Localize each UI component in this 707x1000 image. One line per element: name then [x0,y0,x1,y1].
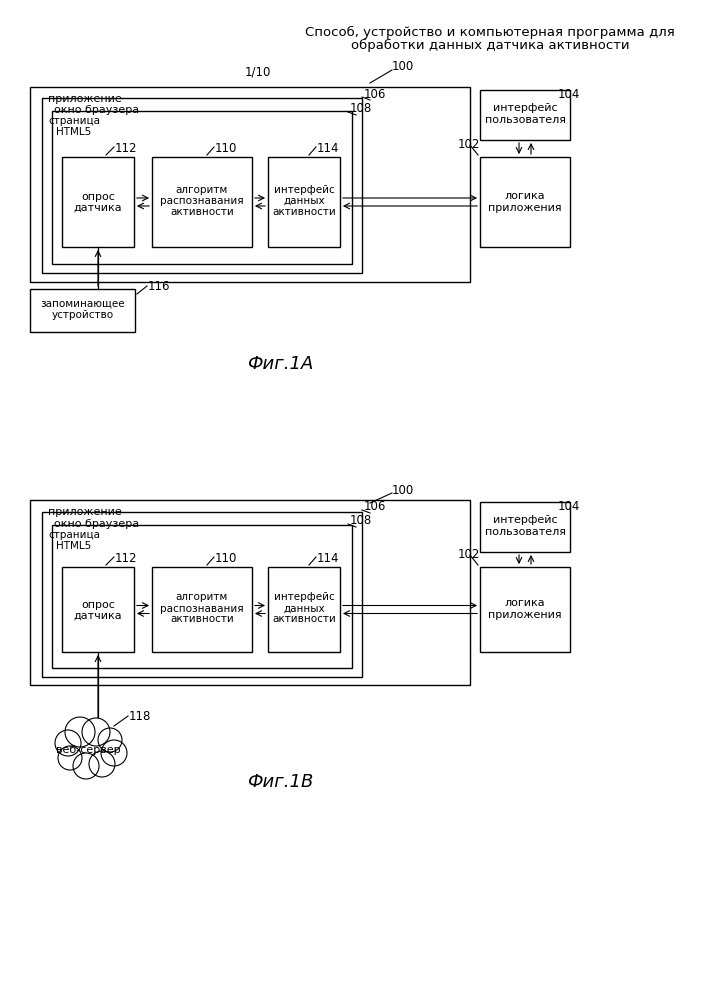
Text: активности: активности [272,614,336,624]
Text: пользователя: пользователя [484,115,566,125]
FancyBboxPatch shape [42,98,362,273]
Text: 116: 116 [148,279,170,292]
Text: страница: страница [48,116,100,126]
FancyBboxPatch shape [480,502,570,552]
Text: интерфейс: интерфейс [493,103,557,113]
Text: интерфейс: интерфейс [274,185,334,195]
Text: активности: активности [170,207,234,217]
Text: данных: данных [284,603,325,613]
Text: 106: 106 [364,88,386,101]
Text: алгоритм: алгоритм [176,185,228,195]
Text: 114: 114 [317,141,339,154]
Text: Способ, устройство и компьютерная программа для: Способ, устройство и компьютерная програ… [305,25,675,39]
Text: приложения: приложения [489,203,562,213]
Text: запоминающее: запоминающее [40,298,125,308]
FancyBboxPatch shape [62,567,134,652]
Circle shape [82,718,110,746]
Text: датчика: датчика [74,203,122,213]
Text: окно браузера: окно браузера [54,105,139,115]
Text: 118: 118 [129,710,151,722]
Text: 1/10: 1/10 [245,66,271,79]
Text: 110: 110 [215,141,238,154]
FancyBboxPatch shape [52,525,352,668]
Text: 110: 110 [215,552,238,564]
FancyBboxPatch shape [480,90,570,140]
Text: 112: 112 [115,552,137,564]
Circle shape [89,751,115,777]
Text: приложение: приложение [48,94,122,104]
FancyBboxPatch shape [30,500,470,685]
Text: 112: 112 [115,141,137,154]
Circle shape [73,753,99,779]
FancyBboxPatch shape [268,157,340,247]
Text: 100: 100 [392,484,414,496]
Text: пользователя: пользователя [484,527,566,537]
Text: HTML5: HTML5 [57,127,92,137]
Circle shape [58,746,82,770]
FancyBboxPatch shape [152,567,252,652]
Text: HTML5: HTML5 [57,541,92,551]
FancyBboxPatch shape [30,87,470,282]
Text: приложение: приложение [48,507,122,517]
Text: страница: страница [48,530,100,540]
FancyBboxPatch shape [152,157,252,247]
Circle shape [98,728,122,752]
Text: данных: данных [284,196,325,206]
Text: датчика: датчика [74,610,122,620]
FancyBboxPatch shape [52,111,352,264]
Text: веб-сервер: веб-сервер [56,745,120,755]
Text: приложения: приложения [489,610,562,620]
Text: интерфейс: интерфейс [274,592,334,602]
Text: 104: 104 [558,88,580,101]
Text: 104: 104 [558,500,580,514]
Text: 108: 108 [350,103,373,115]
Text: Фиг.1В: Фиг.1В [247,773,313,791]
Text: 108: 108 [350,514,373,528]
FancyBboxPatch shape [30,289,135,332]
Text: 100: 100 [392,60,414,73]
Circle shape [101,740,127,766]
Text: 102: 102 [458,138,480,151]
FancyBboxPatch shape [42,512,362,677]
Text: логика: логика [505,191,545,201]
Circle shape [55,730,81,756]
Text: активности: активности [272,207,336,217]
Text: распознавания: распознавания [160,603,244,613]
Text: алгоритм: алгоритм [176,592,228,602]
Circle shape [65,717,95,747]
FancyBboxPatch shape [268,567,340,652]
Text: обработки данных датчика активности: обработки данных датчика активности [351,38,629,52]
Text: опрос: опрос [81,599,115,609]
Text: интерфейс: интерфейс [493,515,557,525]
FancyBboxPatch shape [480,157,570,247]
Text: 114: 114 [317,552,339,564]
Text: Фиг.1А: Фиг.1А [247,355,313,373]
FancyBboxPatch shape [62,157,134,247]
Text: активности: активности [170,614,234,624]
Text: логика: логика [505,598,545,608]
Text: 106: 106 [364,500,386,514]
FancyBboxPatch shape [480,567,570,652]
Text: окно браузера: окно браузера [54,519,139,529]
Text: распознавания: распознавания [160,196,244,206]
Text: устройство: устройство [52,310,114,320]
Text: 102: 102 [458,548,480,562]
Text: опрос: опрос [81,192,115,202]
